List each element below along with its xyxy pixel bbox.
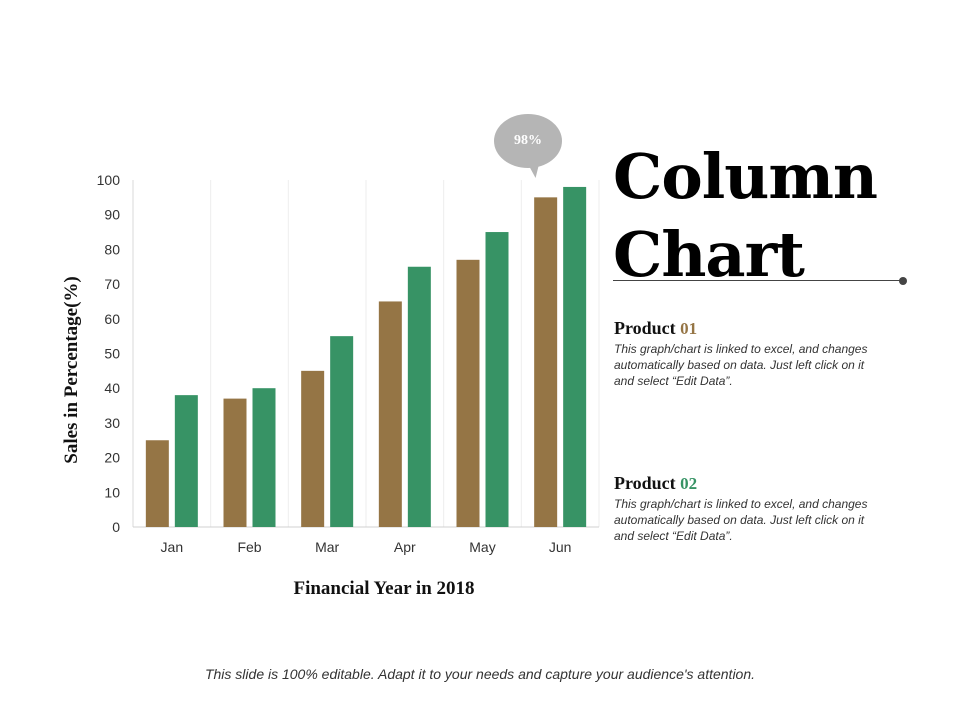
y-tick-label: 50 xyxy=(104,346,120,362)
product-01-label: Product xyxy=(614,318,676,338)
y-tick-label: 100 xyxy=(97,172,121,188)
bar-series-1-may xyxy=(456,259,480,527)
bar-series-2-apr xyxy=(407,266,431,527)
footer-note: This slide is 100% editable. Adapt it to… xyxy=(204,666,756,682)
product-02-block: Product 02 This graph/chart is linked to… xyxy=(614,473,884,544)
bar-series-1-apr xyxy=(378,301,402,527)
x-axis-title: Financial Year in 2018 xyxy=(293,578,474,599)
product-02-description: This graph/chart is linked to excel, and… xyxy=(614,497,868,543)
page-title: Column Chart xyxy=(613,138,878,294)
y-axis-title: Sales in Percentage(%) xyxy=(61,276,82,464)
y-tick-label: 70 xyxy=(104,276,120,292)
product-02-number: 02 xyxy=(680,474,698,493)
bar-series-2-jun xyxy=(563,186,587,527)
bar-series-2-mar xyxy=(330,336,354,527)
bar-series-2-feb xyxy=(252,388,276,527)
y-tick-label: 40 xyxy=(104,380,120,396)
title-line-2: Chart xyxy=(613,218,805,291)
bar-series-2-may xyxy=(485,232,509,528)
y-tick-label: 20 xyxy=(104,450,120,466)
x-tick-label: Mar xyxy=(315,539,339,555)
bar-series-1-jun xyxy=(534,197,558,527)
product-02-label: Product xyxy=(614,473,676,493)
x-tick-label: Feb xyxy=(237,539,261,555)
product-01-description: This graph/chart is linked to excel, and… xyxy=(614,342,868,388)
y-tick-label: 0 xyxy=(112,519,120,535)
product-01-number: 01 xyxy=(680,319,698,338)
product-01-block: Product 01 This graph/chart is linked to… xyxy=(614,318,884,389)
y-tick-label: 90 xyxy=(104,207,120,223)
bar-series-1-feb xyxy=(223,398,247,527)
divider-dot xyxy=(899,277,907,285)
title-divider xyxy=(613,280,903,281)
y-tick-label: 10 xyxy=(104,484,120,500)
callout-bubble: 98% xyxy=(494,114,562,168)
y-tick-label: 60 xyxy=(104,311,120,327)
x-tick-label: Apr xyxy=(394,539,416,555)
title-line-1: Column xyxy=(613,140,878,213)
x-tick-label: May xyxy=(469,539,495,555)
y-tick-label: 30 xyxy=(104,415,120,431)
bar-series-1-mar xyxy=(301,370,325,527)
y-tick-label: 80 xyxy=(104,241,120,257)
bar-series-1-jan xyxy=(145,440,169,527)
x-tick-label: Jan xyxy=(161,539,184,555)
bar-series-2-jan xyxy=(174,395,198,527)
x-tick-label: Jun xyxy=(549,539,572,555)
